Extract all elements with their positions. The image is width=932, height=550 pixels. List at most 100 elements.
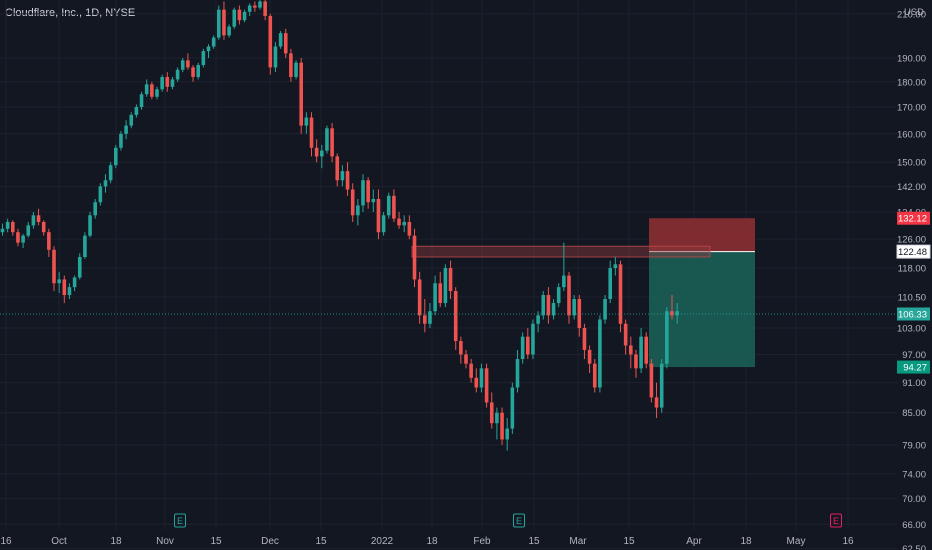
candle bbox=[263, 0, 267, 21]
candle bbox=[670, 295, 674, 320]
candle-body bbox=[428, 311, 432, 324]
candle bbox=[77, 253, 82, 280]
candle bbox=[562, 242, 566, 292]
candle-body bbox=[381, 215, 386, 233]
candle bbox=[150, 81, 154, 100]
candle-body bbox=[21, 235, 25, 243]
current-price-badge-bg bbox=[897, 307, 930, 321]
candle-body bbox=[139, 94, 144, 108]
candle bbox=[299, 58, 303, 134]
candle-body bbox=[36, 215, 41, 222]
resistance-zone[interactable] bbox=[411, 245, 711, 258]
x-tick-label: 15 bbox=[315, 536, 327, 547]
candle bbox=[253, 1, 257, 12]
candle-body bbox=[93, 202, 97, 216]
candle-body bbox=[16, 232, 20, 243]
candle bbox=[155, 86, 159, 100]
x-tick-label: Oct bbox=[51, 536, 67, 547]
candle-body bbox=[11, 221, 15, 233]
y-tick-label: 150.00 bbox=[897, 158, 926, 169]
candle-body bbox=[196, 65, 200, 77]
x-tick-label: 2022 bbox=[371, 536, 394, 547]
candle-body bbox=[227, 26, 231, 36]
earnings-marker[interactable]: E bbox=[830, 513, 842, 528]
candle-body bbox=[31, 215, 36, 226]
candle bbox=[484, 363, 489, 408]
candle-body bbox=[505, 428, 509, 440]
candle bbox=[335, 153, 340, 187]
x-tick-label: 15 bbox=[528, 536, 540, 547]
candle bbox=[144, 79, 149, 97]
candle bbox=[304, 112, 309, 134]
candle bbox=[392, 189, 396, 222]
candle-body bbox=[526, 336, 530, 355]
candle bbox=[294, 60, 298, 80]
x-tick-label: 16 bbox=[0, 536, 12, 547]
candle bbox=[289, 48, 293, 82]
candle bbox=[175, 67, 180, 82]
candle-body bbox=[186, 60, 190, 68]
y-tick-label: 118.00 bbox=[898, 264, 926, 275]
candle-body bbox=[613, 264, 618, 269]
candle-body bbox=[98, 186, 103, 203]
candle-body bbox=[191, 67, 195, 77]
candle bbox=[443, 264, 448, 308]
candle-body bbox=[675, 311, 679, 316]
candle bbox=[273, 42, 278, 73]
y-tick-label: 126.00 bbox=[897, 235, 926, 246]
candle-body bbox=[567, 275, 571, 316]
time-axis[interactable]: 16 Oct 18 Nov 15 Dec 15 2022 18 Feb 15 Mar 15 Apr 18 Ma… bbox=[0, 536, 854, 547]
candle-body bbox=[155, 89, 159, 97]
y-tick-label: 85.00 bbox=[902, 408, 926, 419]
candle-body bbox=[5, 221, 10, 229]
candle-body bbox=[41, 221, 46, 233]
candle-body bbox=[412, 235, 417, 280]
earnings-marker-label: E bbox=[177, 516, 183, 526]
candle-body bbox=[170, 79, 175, 87]
candle bbox=[551, 299, 556, 320]
candle-body bbox=[88, 215, 92, 236]
candle-body bbox=[0, 228, 5, 233]
candle bbox=[103, 174, 108, 193]
x-tick-label: 15 bbox=[210, 536, 222, 547]
candle bbox=[386, 192, 391, 219]
candle bbox=[57, 271, 61, 294]
candle bbox=[567, 271, 571, 324]
candle bbox=[464, 349, 468, 369]
current-price-badge: 106.33 bbox=[897, 307, 930, 321]
price-axis[interactable]: 210.00 190.00 180.00 170.00 160.00 150.00 142.… bbox=[897, 7, 926, 550]
candle bbox=[397, 211, 401, 229]
take-profit-zone[interactable] bbox=[649, 251, 755, 368]
candle bbox=[412, 228, 417, 288]
candle-body bbox=[57, 279, 61, 284]
candle bbox=[613, 256, 618, 276]
candle-body bbox=[670, 311, 674, 316]
earnings-marker-box bbox=[174, 513, 186, 528]
candle-body bbox=[72, 277, 77, 288]
candle-body bbox=[520, 336, 525, 360]
candle-body bbox=[356, 205, 360, 216]
candle bbox=[119, 131, 123, 151]
candle-body bbox=[52, 249, 56, 284]
candle-body bbox=[515, 359, 520, 388]
candle bbox=[623, 319, 628, 355]
y-tick-label: 74.00 bbox=[902, 469, 926, 480]
candle-body bbox=[402, 221, 406, 226]
earnings-marker[interactable]: E bbox=[513, 513, 525, 528]
candle-body bbox=[659, 363, 664, 408]
candle bbox=[134, 104, 139, 118]
y-tick-label: 70.00 bbox=[902, 494, 926, 505]
candle bbox=[495, 407, 499, 440]
candle-body bbox=[531, 323, 535, 355]
candle-body bbox=[258, 1, 262, 8]
candle bbox=[72, 275, 77, 292]
x-tick-label: 16 bbox=[842, 536, 854, 547]
candle bbox=[665, 307, 669, 369]
candle-body bbox=[582, 328, 587, 350]
stop-price-badge-bg bbox=[897, 211, 930, 225]
candle bbox=[165, 72, 170, 92]
earnings-marker[interactable]: E bbox=[174, 513, 186, 528]
candle-body bbox=[495, 412, 499, 424]
